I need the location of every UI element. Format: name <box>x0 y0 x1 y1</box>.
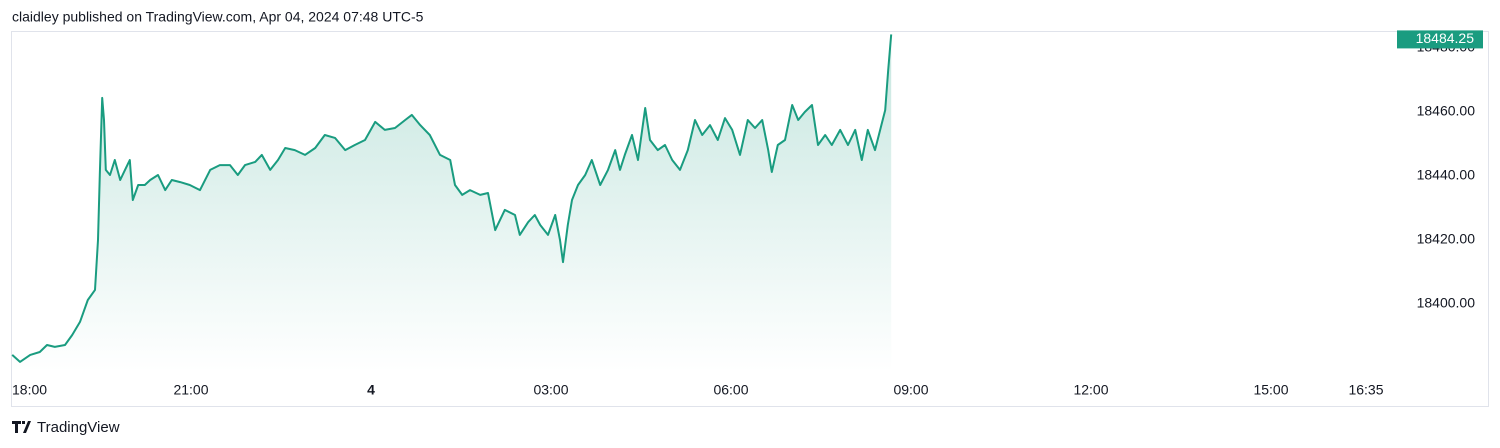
x-tick-label: 06:00 <box>713 382 748 398</box>
area-fill <box>12 34 892 373</box>
x-tick-label: 21:00 <box>173 382 208 398</box>
header: claidley published on TradingView.com, A… <box>12 9 424 25</box>
x-tick-label: 03:00 <box>533 382 568 398</box>
y-tick-label: 18460.00 <box>1417 103 1476 119</box>
frame <box>11 31 1489 407</box>
y-tick-label: 18400.00 <box>1417 295 1476 311</box>
x-tick-label: 15:00 <box>1253 382 1288 398</box>
plot: 18400.0018420.0018440.0018460.0018480.00… <box>11 30 1483 398</box>
y-tick-label: 18420.00 <box>1417 231 1476 247</box>
last-price-badge <box>1397 30 1483 49</box>
logo <box>12 421 31 433</box>
price-line <box>11 34 893 363</box>
x-tick-label: 4 <box>367 382 375 398</box>
x-tick-label: 09:00 <box>893 382 928 398</box>
footer-brand: TradingView <box>37 419 120 436</box>
x-tick-label: 16:35 <box>1348 382 1383 398</box>
x-tick-label: 18:00 <box>12 382 47 398</box>
last-price-label: 18484.25 <box>1416 30 1475 46</box>
x-tick-label: 12:00 <box>1073 382 1108 398</box>
y-tick-label: 18440.00 <box>1417 167 1476 183</box>
